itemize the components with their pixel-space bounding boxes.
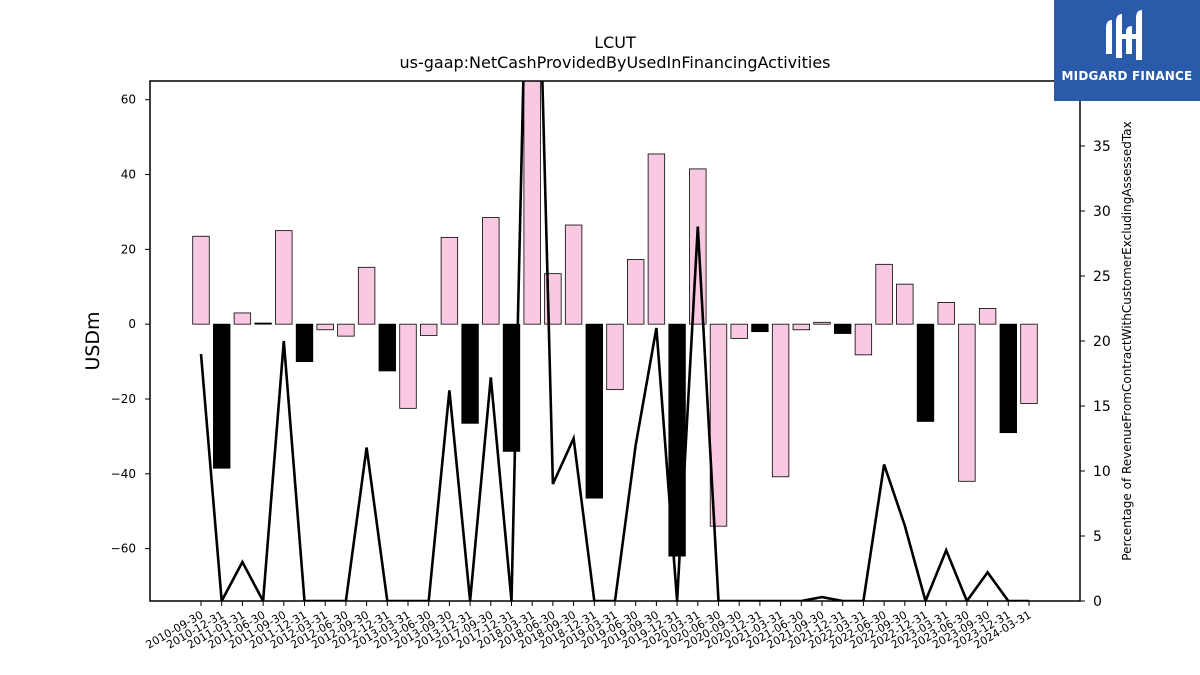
bar-2013-09-30 [440,236,459,325]
y2-tick-label: 15 [1093,399,1111,415]
y-tick-label: 20 [121,242,136,256]
bar-2022-09-30 [896,283,914,325]
bar-2021-09-30 [813,321,831,325]
bar-2012-03-31 [316,323,334,331]
bar-2020-06-30 [709,323,728,527]
bar-2010-09-30 [192,235,210,325]
bar-2020-12-31 [751,323,769,333]
bar-2019-09-30 [647,153,666,325]
y2-tick-label: 25 [1093,269,1111,285]
y-tick-label: 60 [121,93,136,107]
bar-2021-06-30 [792,323,810,331]
brand-name: MIDGARD FINANCE [1061,69,1193,83]
chart-title: LCUT [594,33,636,52]
y2-tick-label: 10 [1093,464,1111,480]
bar-2018-12-31 [585,323,603,499]
brand-logo: MIDGARD FINANCE [1054,0,1200,101]
bar-2013-12-31 [461,323,479,424]
bar-2018-09-30 [564,224,583,325]
y2-tick-label: 30 [1093,204,1111,220]
bar-2017-09-30 [482,217,500,325]
percentage-line [199,81,1029,601]
y-tick-label: −40 [111,467,136,481]
midgard-logo-icon [1106,10,1142,60]
y-tick-label: −60 [111,542,136,556]
bar-2013-06-30 [420,323,438,336]
bar-2011-06-30 [254,322,272,325]
bar-2010-12-31 [213,323,231,469]
bar-2018-03-31 [523,81,541,325]
y2-tick-label: 35 [1093,139,1111,155]
bar-2019-06-30 [627,259,645,325]
bar-2013-03-31 [399,323,417,409]
bar-2021-12-31 [834,323,852,334]
y2-tick-label: 5 [1093,529,1102,545]
bar-2024-03-31 [1020,323,1038,404]
bar-2020-09-30 [730,323,748,339]
bar-2022-12-31 [916,323,935,422]
axes-layer: −60−40−200204060051015202530352010-09-30… [111,80,1111,652]
y2-axis-label: Percentage of RevenueFromContractWithCus… [1120,121,1134,560]
y-tick-label: 0 [128,317,136,331]
bar-2021-03-31 [771,323,790,478]
bar-2011-12-31 [295,323,314,362]
bar-2023-06-30 [958,323,976,482]
bar-2022-03-31 [854,323,873,356]
bar-2011-03-31 [233,312,252,325]
chart-subtitle: us-gaap:NetCashProvidedByUsedInFinancing… [399,53,830,72]
bar-2023-09-30 [978,308,997,325]
line-layer [199,81,1029,601]
bar-2011-09-30 [275,230,293,325]
bar-2023-03-31 [937,302,955,325]
bars-layer [192,81,1038,557]
y2-tick-label: 0 [1093,594,1102,610]
y-axis-label: USDm [82,311,104,370]
bar-2022-06-30 [875,263,893,325]
bar-2019-03-31 [606,323,624,391]
bar-2012-12-31 [378,323,396,372]
y-tick-label: 40 [121,168,136,182]
y2-tick-label: 20 [1093,334,1111,350]
bar-2012-09-30 [357,266,376,325]
y-tick-label: −20 [111,392,136,406]
bar-2023-12-31 [999,323,1017,434]
bar-2012-06-30 [337,323,355,337]
